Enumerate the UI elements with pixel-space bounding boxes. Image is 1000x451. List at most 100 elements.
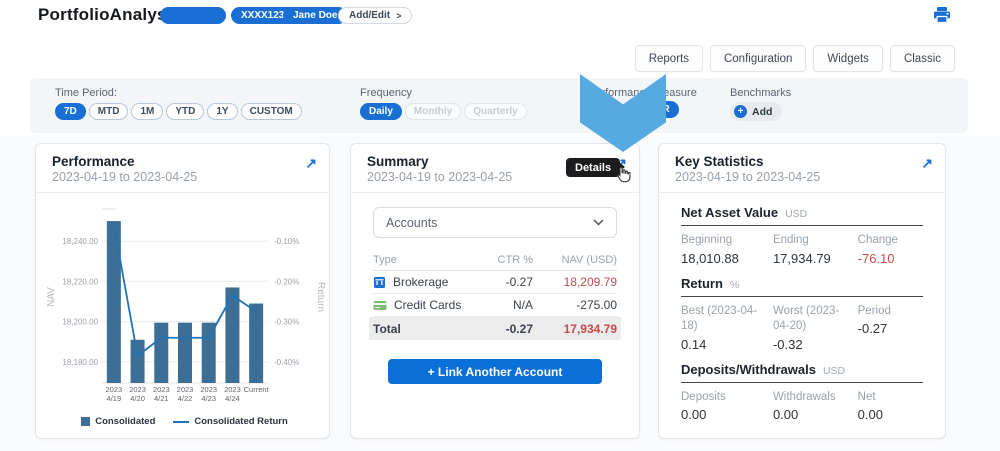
- row-ctr-value: -0.27: [505, 275, 533, 289]
- section-heading: Return: [681, 275, 723, 291]
- svg-text:2023: 2023: [200, 385, 217, 394]
- time-period-1m[interactable]: 1M: [131, 103, 164, 120]
- print-icon[interactable]: [932, 6, 952, 24]
- row-nav-value: -275.00: [576, 298, 617, 312]
- benchmarks-label: Benchmarks: [730, 87, 792, 99]
- svg-text:4/21: 4/21: [154, 394, 169, 403]
- svg-text:18,180.00: 18,180.00: [62, 358, 98, 367]
- classic-button[interactable]: Classic: [889, 45, 955, 72]
- chart-legend: Consolidated Consolidated Return: [40, 416, 329, 427]
- col-type: Type: [373, 254, 397, 266]
- row-ctr-value: N/A: [512, 298, 533, 312]
- stat-label: Period: [857, 304, 891, 317]
- frequency-monthly[interactable]: Monthly: [404, 103, 462, 120]
- svg-text:-0.40%: -0.40%: [274, 358, 299, 367]
- widgets-button[interactable]: Widgets: [813, 45, 883, 72]
- stat-value: 0.00: [857, 407, 883, 423]
- stat-label: Net: [857, 390, 876, 403]
- frequency-daily[interactable]: Daily: [360, 103, 402, 120]
- performance-card-date-range: 2023-04-19 to 2023-04-25: [52, 170, 198, 184]
- time-period-custom[interactable]: CUSTOM: [240, 103, 302, 120]
- time-period-mtd[interactable]: MTD: [88, 103, 129, 120]
- stat-label: Withdrawals: [772, 390, 836, 403]
- summary-card-title: Summary: [367, 154, 429, 169]
- return-section: Return % Best (2023-04-18) 0.14 Worst (20…: [681, 276, 923, 352]
- summary-card: Summary 2023-04-19 to 2023-04-25 ↗ Accou…: [350, 143, 640, 439]
- svg-text:Current: Current: [244, 385, 270, 394]
- stat-value: -0.32: [772, 336, 803, 352]
- stat-value: -0.27: [857, 321, 888, 337]
- svg-text:-0.10%: -0.10%: [274, 237, 299, 246]
- time-period-label: Time Period:: [55, 87, 117, 99]
- key-statistics-card-title: Key Statistics: [675, 154, 764, 169]
- performance-card: Performance 2023-04-19 to 2023-04-25 ↗ 1…: [35, 143, 330, 439]
- table-row-credit-cards: Credit Cards N/A -275.00: [373, 294, 617, 317]
- performance-chart: 18,180.00 -0.40% 18,200.00 -0.30% 18,220.00 -…: [36, 193, 329, 427]
- bar-legend-swatch: [81, 417, 91, 426]
- key-statistics-body: Net Asset Value USD Beginning 18,010.88 E…: [659, 193, 945, 422]
- time-period-7d[interactable]: 7D: [55, 103, 86, 120]
- stat-label: Change: [857, 234, 898, 246]
- chevron-right-icon: >: [396, 10, 402, 21]
- link-another-account-button[interactable]: + Link Another Account: [388, 359, 602, 384]
- svg-text:18,200.00: 18,200.00: [62, 318, 98, 327]
- account-number-chip[interactable]: XXXX1234: [231, 7, 300, 24]
- summary-card-date-range: 2023-04-19 to 2023-04-25: [367, 170, 513, 184]
- frequency-label: Frequency: [360, 87, 412, 99]
- time-period-1y[interactable]: 1Y: [207, 103, 238, 120]
- total-nav-value: 17,934.79: [563, 321, 617, 336]
- svg-text:-0.20%: -0.20%: [274, 277, 299, 286]
- stat-value: 0.14: [681, 336, 707, 352]
- svg-text:-0.30%: -0.30%: [274, 318, 299, 327]
- svg-text:Return: Return: [315, 282, 326, 312]
- performance-expand-icon[interactable]: ↗: [305, 155, 317, 171]
- nav-button-row: Reports Configuration Widgets Classic: [0, 45, 955, 73]
- total-ctr-value: -0.27: [505, 321, 533, 336]
- svg-text:NAV: NAV: [46, 287, 57, 307]
- time-period-ytd[interactable]: YTD: [166, 103, 205, 120]
- performance-card-header: Performance 2023-04-19 to 2023-04-25 ↗: [36, 144, 329, 193]
- stat-label: Worst (2023-04-20): [772, 304, 840, 333]
- add-edit-label: Add/Edit: [349, 10, 391, 21]
- svg-text:4/24: 4/24: [225, 394, 240, 403]
- section-heading: Net Asset Value: [681, 205, 779, 220]
- stat-value: 0.00: [681, 407, 707, 423]
- summary-table-header-row: Type CTR % NAV (USD): [373, 250, 617, 271]
- benchmarks-add-label: Add: [752, 105, 773, 118]
- deposits-withdrawals-section: Deposits/Withdrawals USD Deposits 0.00 Wi…: [681, 362, 923, 423]
- reports-button[interactable]: Reports: [634, 45, 703, 72]
- key-statistics-card-header: Key Statistics 2023-04-19 to 2023-04-25 …: [659, 144, 945, 193]
- svg-text:2023: 2023: [106, 385, 123, 394]
- user-name-chip[interactable]: Jane Doe: [283, 7, 348, 24]
- svg-text:18,240.00: 18,240.00: [62, 237, 98, 246]
- col-ctr: CTR %: [497, 254, 533, 266]
- total-label: Total: [373, 321, 401, 336]
- filter-bar: Time Period: 7D MTD 1M YTD 1Y CUSTOM Fre…: [30, 78, 968, 133]
- accounts-dropdown[interactable]: Accounts: [373, 207, 617, 238]
- row-nav-value: 18,209.79: [563, 275, 617, 289]
- add-edit-button[interactable]: Add/Edit >: [338, 7, 413, 24]
- section-unit: USD: [785, 208, 808, 220]
- svg-text:18,220.00: 18,220.00: [62, 277, 98, 286]
- accounts-dropdown-value: Accounts: [386, 215, 438, 230]
- stat-value: 17,934.79: [772, 250, 831, 266]
- mouse-cursor: [615, 166, 632, 190]
- masked-account-chip[interactable]: [160, 7, 226, 24]
- key-statistics-card-date-range: 2023-04-19 to 2023-04-25: [675, 170, 821, 184]
- stat-label: Deposits: [681, 390, 726, 403]
- col-nav: NAV (USD): [561, 254, 617, 266]
- net-asset-value-section: Net Asset Value USD Beginning 18,010.88 E…: [681, 205, 923, 266]
- frequency-quarterly[interactable]: Quarterly: [464, 103, 527, 120]
- chevron-down-icon: [593, 219, 604, 226]
- frequency-group: Daily Monthly Quarterly: [360, 103, 527, 120]
- svg-text:4/23: 4/23: [201, 394, 216, 403]
- stat-value: -76.10: [857, 250, 895, 266]
- key-statistics-expand-icon[interactable]: ↗: [921, 155, 933, 171]
- performance-card-title: Performance: [52, 154, 135, 169]
- legend-consolidated-return-label: Consolidated Return: [194, 416, 288, 427]
- benchmarks-add-button[interactable]: + Add: [730, 102, 783, 121]
- stat-value: 0.00: [772, 407, 799, 423]
- details-tooltip: Details: [566, 158, 626, 177]
- configuration-button[interactable]: Configuration: [709, 45, 807, 72]
